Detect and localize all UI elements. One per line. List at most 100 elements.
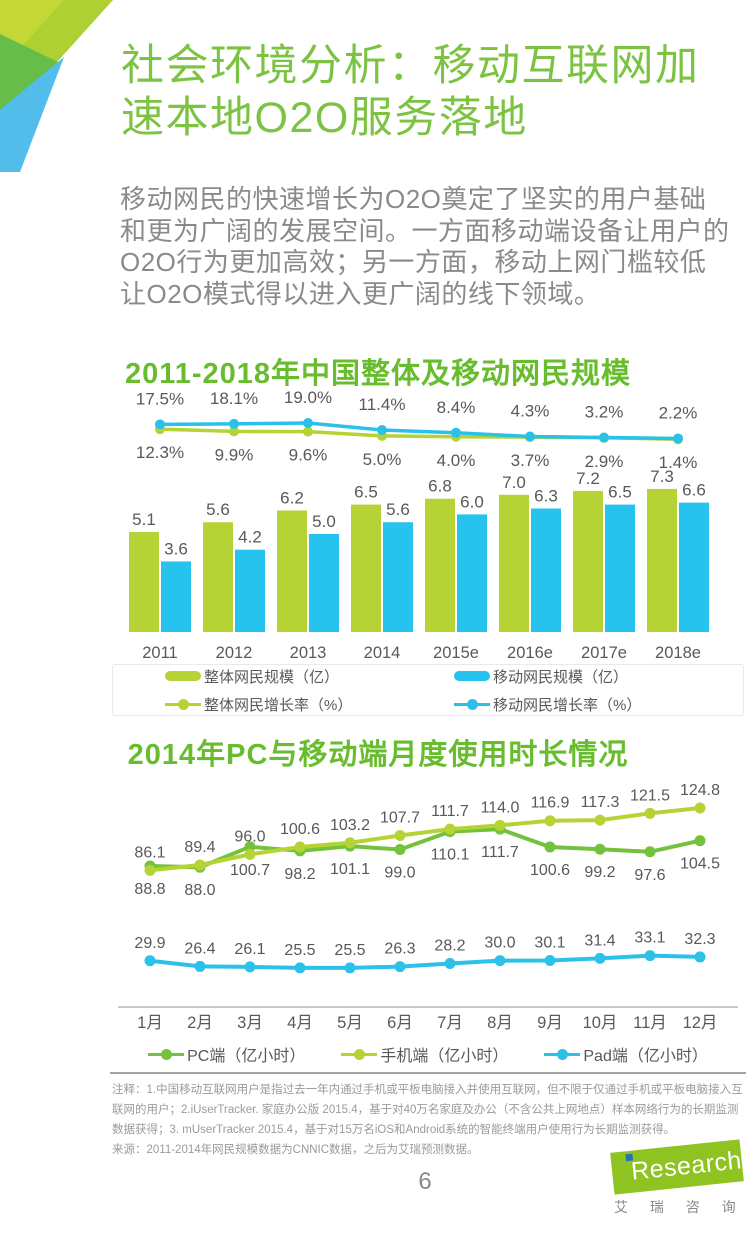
legend-item: 整体网民规模（亿）: [165, 666, 454, 687]
usage-value-label: 104.5: [680, 856, 720, 873]
growth-value-label: 3.7%: [511, 451, 550, 470]
usage-value-label: 107.7: [380, 810, 420, 827]
bar-value-label: 6.0: [460, 492, 484, 511]
data-point: [594, 843, 606, 855]
legend-item: 整体网民增长率（%）: [165, 694, 454, 715]
legend-item: PC端（亿小时）: [148, 1042, 305, 1066]
usage-value-label: 29.9: [134, 935, 165, 952]
bar: [647, 488, 677, 632]
growth-value-label: 17.5%: [136, 390, 184, 408]
legend-item-label: PC端（亿小时）: [187, 1048, 306, 1065]
month-label: 11月: [633, 1014, 667, 1032]
growth-value-label: 5.0%: [363, 450, 402, 469]
data-point: [451, 427, 461, 438]
usage-value-label: 88.8: [134, 881, 165, 898]
data-point: [394, 961, 406, 973]
corner-decoration: [0, 0, 113, 172]
usage-value-label: 28.2: [434, 938, 465, 955]
bar: [679, 502, 709, 632]
growth-value-label: 19.0%: [284, 390, 332, 407]
bar: [235, 549, 265, 632]
bar: [129, 532, 159, 632]
line-dot-swatch-icon: [165, 698, 201, 710]
month-label: 12月: [683, 1014, 718, 1032]
bar-value-label: 6.2: [280, 488, 304, 507]
data-point: [694, 951, 706, 963]
data-point: [644, 950, 656, 962]
growth-value-label: 11.4%: [359, 395, 406, 414]
data-point: [544, 954, 556, 966]
data-point: [344, 962, 356, 974]
bar-value-label: 5.6: [386, 500, 410, 519]
chart1-legend: 整体网民规模（亿） 移动网民规模（亿） 整体网民增长率（%） 移动网民增长率（%）: [112, 664, 744, 716]
bar-value-label: 6.5: [608, 483, 632, 502]
iresearch-logo-box: Research: [610, 1139, 744, 1195]
bar-value-label: 7.2: [576, 469, 600, 488]
legend-item-label: 移动网民增长率（%）: [493, 696, 642, 714]
data-point: [394, 844, 406, 856]
usage-value-label: 124.8: [680, 782, 720, 799]
usage-line: [149, 806, 701, 873]
category-label: 2011: [142, 644, 177, 662]
bar-swatch-icon: [165, 671, 201, 681]
usage-value-label: 99.0: [384, 865, 415, 882]
data-point: [229, 426, 239, 437]
legend-item-label: 整体网民增长率（%）: [204, 696, 353, 714]
iresearch-logo: Research 艾 瑞 咨 询: [606, 1139, 748, 1217]
growth-value-label: 2.9%: [585, 452, 624, 471]
data-point: [644, 846, 656, 858]
page-title: 社会环境分析：移动互联网加速本地O2O服务落地: [121, 42, 700, 142]
data-point: [244, 848, 256, 860]
month-label: 6月: [387, 1014, 413, 1032]
chart2-legend: PC端（亿小时） 手机端（亿小时） Pad端（亿小时）: [112, 1042, 744, 1066]
legend-item-label: 手机端（亿小时）: [380, 1048, 509, 1065]
category-label: 2013: [290, 644, 327, 662]
data-point: [394, 830, 406, 842]
bar-value-label: 6.3: [534, 487, 558, 506]
data-point: [525, 431, 535, 442]
usage-value-label: 86.1: [134, 844, 165, 861]
bar-value-label: 5.6: [206, 500, 230, 519]
usage-value-label: 26.3: [384, 941, 415, 958]
data-point: [544, 841, 556, 853]
source-line: 来源：2011-2014年网民规模数据为CNNIC数据，之后为艾瑞预测数据。: [112, 1144, 479, 1156]
data-point: [244, 841, 256, 853]
line-dot-swatch-icon: [148, 1048, 185, 1060]
logo-letter-i: [624, 1153, 633, 1184]
bar-value-label: 4.2: [238, 528, 262, 547]
data-point: [494, 955, 506, 967]
month-label: 7月: [437, 1014, 463, 1032]
usage-value-label: 25.5: [284, 942, 315, 959]
growth-value-label: 18.1%: [210, 390, 258, 408]
data-point: [694, 802, 706, 814]
legend-item: 移动网民增长率（%）: [454, 694, 743, 715]
bar-swatch-icon: [454, 671, 490, 681]
bar: [499, 494, 529, 632]
bar-value-label: 5.1: [132, 510, 156, 529]
usage-value-label: 100.6: [280, 821, 320, 838]
logo-wordmark: Research: [629, 1145, 744, 1186]
data-point: [155, 419, 165, 430]
growth-value-label: 4.0%: [437, 451, 476, 470]
legend-item-label: 移动网民规模（亿）: [493, 668, 629, 686]
logo-caption: 艾 瑞 咨 询: [614, 1199, 745, 1215]
corner-triangle-blue: [0, 57, 64, 172]
usage-value-label: 32.3: [684, 931, 715, 948]
notes-divider: [110, 1072, 746, 1074]
growth-value-label: 4.3%: [511, 402, 550, 421]
growth-value-label: 9.6%: [289, 446, 328, 465]
data-point: [244, 961, 256, 973]
bar: [309, 534, 339, 632]
footnotes: 注释：1.中国移动互联网用户是指过去一年内通过手机或平板电脑接入并使用互联网，但…: [112, 1084, 743, 1136]
month-label: 5月: [337, 1014, 363, 1032]
line-dot-swatch-icon: [454, 698, 490, 710]
growth-value-label: 1.4%: [659, 453, 698, 472]
data-point: [694, 835, 706, 847]
legend-item: 移动网民规模（亿）: [454, 666, 743, 687]
page-number: 6: [418, 1168, 432, 1195]
bar: [573, 490, 603, 632]
usage-value-label: 111.7: [481, 844, 519, 861]
usage-value-label: 110.1: [431, 847, 470, 864]
category-label: 2015e: [433, 644, 479, 662]
bar-value-label: 6.5: [354, 483, 378, 502]
